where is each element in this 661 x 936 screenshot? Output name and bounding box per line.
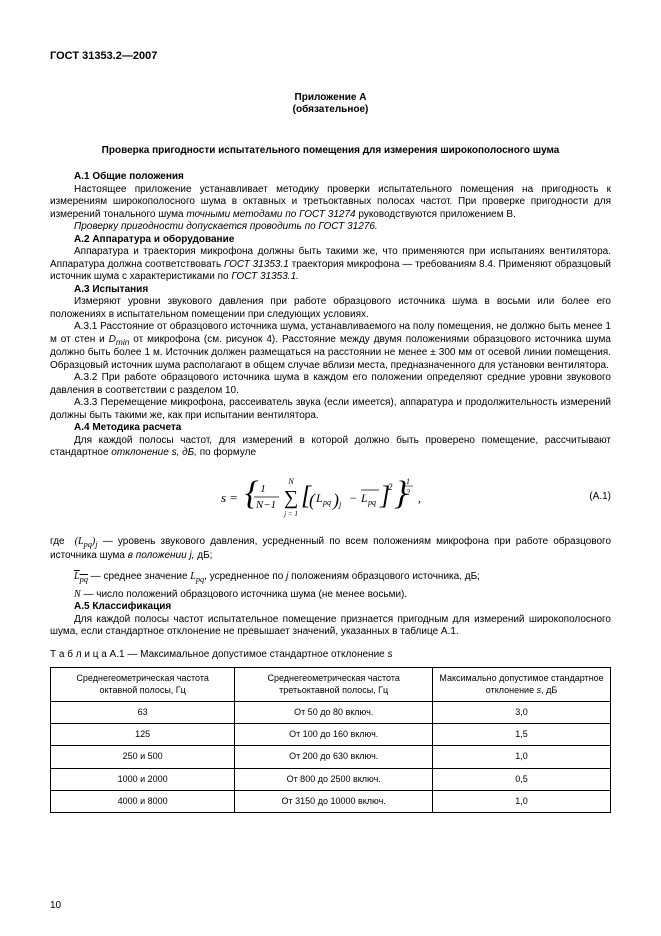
svg-text:−: − <box>349 491 357 505</box>
a3-dmin: Dmin <box>109 334 130 345</box>
cell: 1,0 <box>433 790 611 812</box>
def2-b: , усредненное по <box>204 571 286 582</box>
svg-text:∑: ∑ <box>283 487 297 509</box>
th-col2: Среднегеометрическая частота третьоктавн… <box>235 668 433 702</box>
svg-text:(: ( <box>309 490 316 511</box>
a5-p1: Для каждой полосы частот испытательное п… <box>50 614 611 639</box>
svg-text:s =: s = <box>221 490 238 505</box>
table-header-row: Среднегеометрическая частота октавной по… <box>51 668 611 702</box>
table-row: 125 От 100 до 160 включ. 1,5 <box>51 724 611 746</box>
a4-p1: Для каждой полосы частот, для измерений … <box>50 435 611 460</box>
svg-text:j: j <box>338 500 342 509</box>
cell: От 3150 до 10000 включ. <box>235 790 433 812</box>
svg-text:pq: pq <box>367 498 376 507</box>
def3-a: N <box>74 589 81 600</box>
a1-p1-italic: точными методами по ГОСТ 31274 <box>186 209 355 220</box>
formula-row: s = { 1 N−1 N ∑ j = 1 [ ( L pq ) j − L p… <box>50 474 611 522</box>
cell: От 100 до 160 включ. <box>235 724 433 746</box>
cell: 3,0 <box>433 701 611 723</box>
a1-p2: Проверку пригодности допускается проводи… <box>50 221 611 234</box>
table-caption-a: Т а б л и ц а А.1 — Максимальное допусти… <box>50 649 388 660</box>
a3-dmin-d: D <box>109 334 116 345</box>
a4-p1-b: отклонение s, дБ, <box>111 447 197 458</box>
page: ГОСТ 31353.2—2007 Приложение А (обязател… <box>0 0 661 936</box>
th-col1: Среднегеометрическая частота октавной по… <box>51 668 235 702</box>
lpq-inline: Lpq <box>190 571 204 582</box>
a2-p1: Аппаратура и траектория микрофона должны… <box>50 246 611 284</box>
cell: 0,5 <box>433 768 611 790</box>
lpq-j: (Lpq)j <box>70 536 98 547</box>
a3-p3: А.3.2 При работе образцового источника ш… <box>50 372 611 397</box>
a1-p1: Настоящее приложение устанавливает метод… <box>50 184 611 222</box>
a4-def1: где (Lpq)j — уровень звукового давления,… <box>50 536 611 563</box>
a3-p4: А.3.3 Перемещение микрофона, рассеивател… <box>50 397 611 422</box>
cell: От 800 до 2500 включ. <box>235 768 433 790</box>
svg-text:1: 1 <box>406 477 410 486</box>
cell: 1,5 <box>433 724 611 746</box>
svg-text:1: 1 <box>260 483 266 495</box>
a4-def3: N — число положений образцового источник… <box>50 589 611 602</box>
a2-p1-d: ГОСТ 31353.1. <box>231 271 299 282</box>
heading-a2: А.2 Аппаратура и оборудование <box>50 234 611 247</box>
formula-svg: s = { 1 N−1 N ∑ j = 1 [ ( L pq ) j − L p… <box>221 474 441 522</box>
section-title: Проверка пригодности испытательного поме… <box>50 145 611 158</box>
svg-text:): ) <box>332 490 339 511</box>
svg-text:N: N <box>287 477 294 486</box>
def2-d: положениям образцового источника, дБ; <box>288 571 480 582</box>
th-col3-c: , дБ <box>541 685 557 695</box>
lpq-bar: Lpq <box>74 571 88 582</box>
def1-b: в положении j, <box>128 550 195 561</box>
th-col3-a: Максимально допустимое стандартное откло… <box>439 673 603 694</box>
svg-text:2: 2 <box>388 482 393 492</box>
cell: От 200 до 630 включ. <box>235 746 433 768</box>
table-row: 63 От 50 до 80 включ. 3,0 <box>51 701 611 723</box>
appendix-subtitle: (обязательное) <box>50 104 611 117</box>
svg-text:L: L <box>360 491 368 505</box>
a1-p1-tail: руководствуются приложением В. <box>356 209 516 220</box>
where-lead: где <box>50 536 65 547</box>
heading-a3: А.3 Испытания <box>50 284 611 297</box>
cell: 1000 и 2000 <box>51 768 235 790</box>
a3-p1: Измеряют уровни звукового давления при р… <box>50 296 611 321</box>
cell: От 50 до 80 включ. <box>235 701 433 723</box>
svg-text:L: L <box>315 491 323 505</box>
a2-p1-b: ГОСТ 31353.1 <box>224 259 289 270</box>
svg-text:,: , <box>418 491 421 505</box>
a3-dmin-sub: min <box>116 337 129 347</box>
def1-c: дБ; <box>194 550 212 561</box>
heading-a1: А.1 Общие положения <box>50 171 611 184</box>
cell: 4000 и 8000 <box>51 790 235 812</box>
svg-text:j = 1: j = 1 <box>283 510 298 518</box>
table-row: 250 и 500 От 200 до 630 включ. 1,0 <box>51 746 611 768</box>
table-body: 63 От 50 до 80 включ. 3,0 125 От 100 до … <box>51 701 611 812</box>
heading-a5: А.5 Классификация <box>50 601 611 614</box>
formula-number: (А.1) <box>589 491 611 504</box>
a4-def2: Lpq — среднее значение Lpq, усредненное … <box>50 571 611 585</box>
table-caption-b: s <box>388 649 393 660</box>
svg-text:pq: pq <box>322 498 331 507</box>
appendix-title: Приложение А <box>50 92 611 105</box>
deviation-table: Среднегеометрическая частота октавной по… <box>50 667 611 813</box>
cell: 1,0 <box>433 746 611 768</box>
page-number: 10 <box>50 900 61 913</box>
a4-p1-c: по формуле <box>197 447 256 458</box>
table-caption: Т а б л и ц а А.1 — Максимальное допусти… <box>50 649 611 662</box>
document-id: ГОСТ 31353.2—2007 <box>50 50 611 64</box>
svg-text:N−1: N−1 <box>254 499 275 511</box>
table-row: 4000 и 8000 От 3150 до 10000 включ. 1,0 <box>51 790 611 812</box>
def3-b: — число положений образцового источника … <box>81 589 407 600</box>
svg-text:2: 2 <box>406 488 410 497</box>
cell: 63 <box>51 701 235 723</box>
cell: 250 и 500 <box>51 746 235 768</box>
cell: 125 <box>51 724 235 746</box>
table-row: 1000 и 2000 От 800 до 2500 включ. 0,5 <box>51 768 611 790</box>
th-col3: Максимально допустимое стандартное откло… <box>433 668 611 702</box>
a3-p2: А.3.1 Расстояние от образцового источник… <box>50 321 611 372</box>
heading-a4: А.4 Методика расчета <box>50 422 611 435</box>
a3-p2-b: от микрофона (см. рисунок 4). Расстояние… <box>50 334 611 371</box>
def2-a: — среднее значение <box>91 571 191 582</box>
